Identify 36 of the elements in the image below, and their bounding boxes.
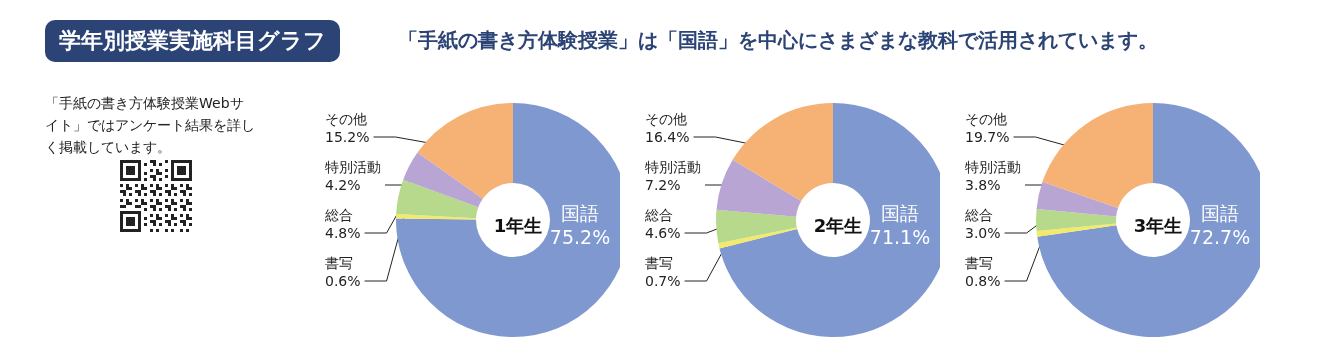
text: 3年生 (1133, 214, 1183, 236)
slice-label: 国語 (561, 202, 599, 224)
data-label: 16.4% (645, 129, 690, 145)
data-label: 19.7% (965, 129, 1010, 145)
slice-label: その他 (645, 111, 687, 127)
slice-label: 書写 (325, 255, 353, 271)
slice-label: 総合 (324, 207, 353, 223)
slice-label: その他 (965, 111, 1007, 127)
data-label: 3.0% (965, 225, 1001, 241)
slice-label: 特別活動 (965, 159, 1021, 175)
data-label: 4.8% (325, 225, 361, 241)
data-label: 4.2% (325, 177, 361, 193)
data-label: 15.2% (325, 129, 370, 145)
data-label: 71.1% (869, 226, 931, 248)
data-label: 75.2% (549, 226, 611, 248)
text: 1年生 (493, 214, 543, 236)
data-label: 0.7% (645, 273, 681, 289)
slice-label: 書写 (965, 255, 993, 271)
slice-label: 書写 (645, 255, 673, 271)
text: 「手紙の書き方体験授業」は「国語」を中心にさまざまな教科で活用されています。 (398, 27, 1158, 54)
slice-label: 総合 (644, 207, 673, 223)
text: 学年別授業実施科目グラフ (45, 20, 340, 62)
slice-label: 国語 (1201, 202, 1239, 224)
slice-label: 総合 (964, 207, 993, 223)
text: 「手紙の書き方体験授業Webサイト」ではアンケート結果を詳しく掲載しています。 (45, 94, 256, 157)
data-label: 4.6% (645, 225, 681, 241)
data-label: 72.7% (1189, 226, 1251, 248)
text: 2年生 (813, 214, 863, 236)
data-label: 3.8% (965, 177, 1001, 193)
slice-label: 特別活動 (325, 159, 381, 175)
slice-label: その他 (325, 111, 367, 127)
slice-label: 国語 (881, 202, 919, 224)
data-label: 7.2% (645, 177, 681, 193)
data-label: 0.6% (325, 273, 361, 289)
data-label: 0.8% (965, 273, 1001, 289)
slice-label: 特別活動 (645, 159, 701, 175)
